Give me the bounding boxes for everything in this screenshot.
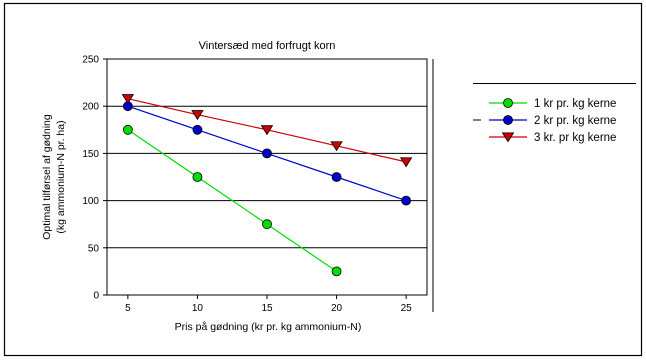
x-tick-label: 15 [261, 303, 273, 314]
y-tick-label: 0 [93, 291, 99, 302]
chart-title: Vintersæd med forfrugt korn [199, 40, 336, 52]
legend-label-2: 2 kr pr. kg kerne [534, 115, 616, 127]
y-axis-label-line2: (kg ammonium-N pr. ha) [55, 120, 67, 233]
data-point-series-1 [262, 219, 272, 230]
series-line-1 [127, 129, 337, 272]
y-tick-label: 250 [82, 55, 99, 66]
data-point-series-3 [399, 157, 413, 168]
legend-label-1: 1 kr pr. kg kerne [534, 98, 616, 110]
x-axis-label: Pris på gødning (kr pr. kg ammonium-N) [175, 321, 362, 333]
data-point-series-3 [260, 125, 274, 136]
series [121, 94, 413, 277]
data-point-series-1 [192, 172, 203, 182]
outer-border [3, 2, 643, 357]
y-axis-label-line1: Optimal tilførsel af gødning [41, 114, 53, 240]
y-tick-label: 200 [82, 102, 99, 113]
data-point-series-3 [330, 141, 343, 152]
x-tick-label: 5 [125, 303, 131, 314]
axes: 0 50 100 150 200 250 5 10 15 20 25 [82, 55, 412, 315]
data-point-series-1 [122, 124, 133, 135]
legend-marker-2 [503, 115, 513, 125]
y-tick-label: 150 [82, 149, 99, 160]
data-point-series-3 [121, 94, 135, 105]
legend: 1 kr pr. kg kerne 2 kr pr. kg kerne 3 kr. … [473, 83, 636, 144]
legend-marker-3 [501, 132, 515, 143]
y-tick-label: 50 [88, 243, 100, 254]
x-tick-label: 20 [331, 303, 343, 314]
legend-label-3: 3 kr. pr kg kerne [534, 132, 616, 144]
data-point-series-2 [192, 124, 203, 135]
data-point-series-1 [331, 266, 342, 277]
data-point-series-2 [331, 172, 342, 182]
data-point-series-3 [191, 110, 204, 121]
x-tick-label: 10 [192, 303, 204, 314]
y-tick-label: 100 [82, 196, 99, 207]
data-point-series-2 [401, 195, 412, 206]
plot-area [106, 58, 428, 296]
x-tick-label: 25 [401, 303, 413, 314]
legend-marker-1 [503, 98, 513, 108]
data-point-series-2 [262, 148, 272, 159]
